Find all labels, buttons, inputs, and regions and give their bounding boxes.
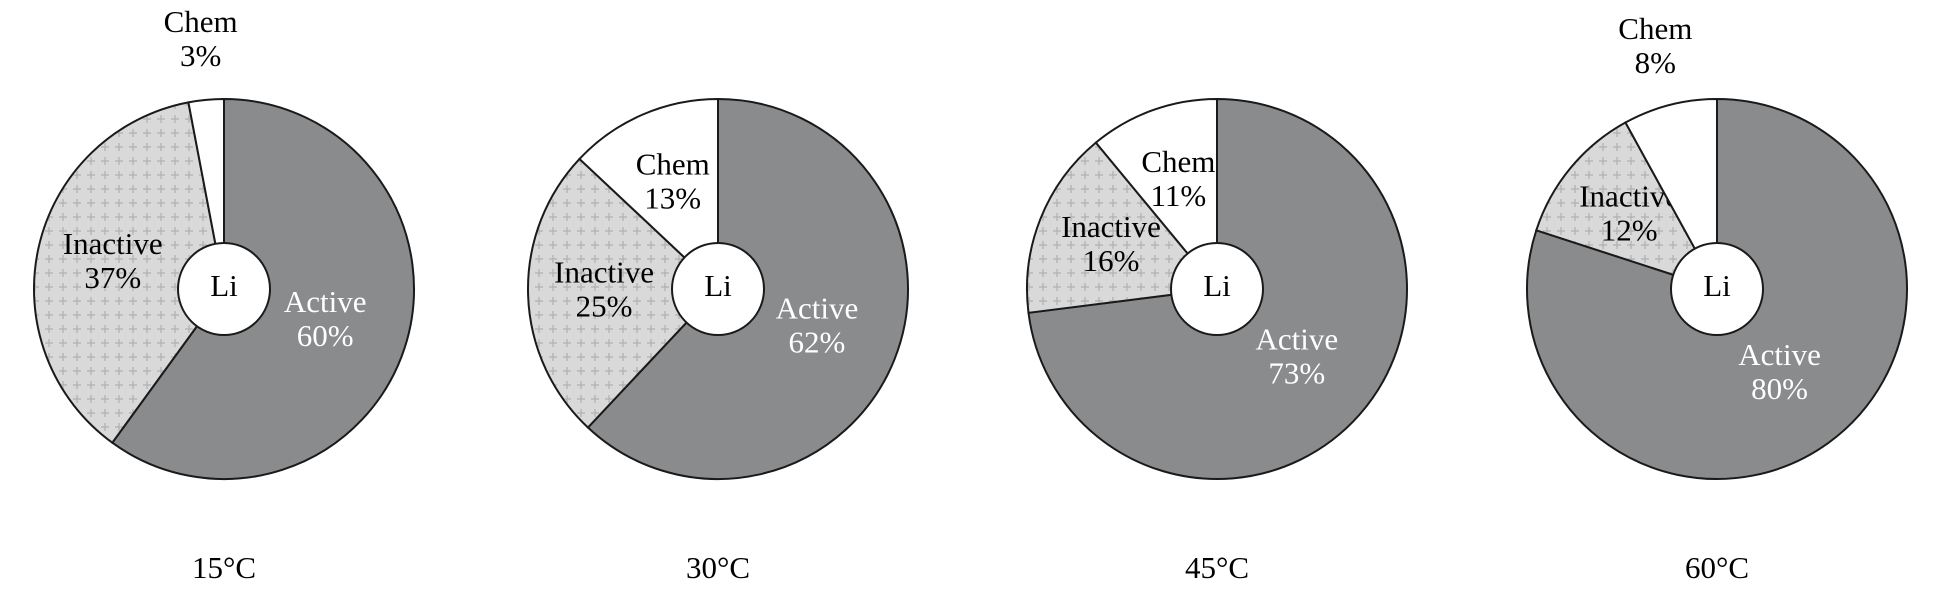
slice-value-label: 60% bbox=[297, 318, 354, 353]
slice-value-label: 12% bbox=[1601, 212, 1658, 247]
slice-value-label: 25% bbox=[576, 289, 633, 324]
center-hole bbox=[1670, 242, 1764, 336]
slice-value-label: 73% bbox=[1268, 355, 1325, 390]
slice-value-label: 37% bbox=[84, 260, 141, 295]
slice-value-label: 13% bbox=[644, 180, 701, 215]
pie-slice bbox=[1026, 141, 1219, 314]
slice-label: Active bbox=[1738, 337, 1821, 372]
chart-title: 30°C bbox=[686, 550, 750, 585]
slice-value-label: 80% bbox=[1751, 371, 1808, 406]
chart-title: 45°C bbox=[1185, 550, 1249, 585]
slice-label: Active bbox=[284, 284, 367, 319]
center-hole bbox=[177, 242, 271, 336]
slice-label: Inactive bbox=[63, 226, 163, 261]
slice-label: Chem bbox=[1141, 144, 1215, 179]
pie-slice bbox=[33, 101, 226, 445]
slice-value-label: 62% bbox=[789, 324, 846, 359]
pie-slice bbox=[578, 97, 719, 292]
center-label: Li bbox=[1703, 268, 1731, 303]
slice-label: Chem bbox=[1618, 11, 1692, 46]
chart-title: 15°C bbox=[192, 550, 256, 585]
center-hole bbox=[671, 242, 765, 336]
pie-slice bbox=[527, 157, 720, 429]
center-label: Li bbox=[704, 268, 732, 303]
center-hole bbox=[1170, 242, 1264, 336]
slice-label: Chem bbox=[636, 146, 710, 181]
slice-value-label: 16% bbox=[1083, 243, 1140, 278]
slice-label: Inactive bbox=[554, 255, 654, 290]
pie-slice bbox=[187, 97, 225, 290]
slice-label: Chem bbox=[164, 4, 238, 39]
center-label: Li bbox=[1203, 268, 1231, 303]
slice-label: Inactive bbox=[1061, 209, 1161, 244]
pie-slice bbox=[1624, 97, 1718, 290]
slice-label: Active bbox=[776, 290, 859, 325]
slice-value-label: 3% bbox=[180, 38, 221, 73]
pie-slice bbox=[1094, 97, 1218, 292]
chart-title: 60°C bbox=[1685, 550, 1749, 585]
center-label: Li bbox=[210, 268, 238, 303]
slice-value-label: 8% bbox=[1635, 45, 1676, 80]
slice-value-label: 11% bbox=[1151, 178, 1207, 213]
slice-label: Active bbox=[1255, 321, 1338, 356]
pie-slice bbox=[1535, 121, 1720, 291]
